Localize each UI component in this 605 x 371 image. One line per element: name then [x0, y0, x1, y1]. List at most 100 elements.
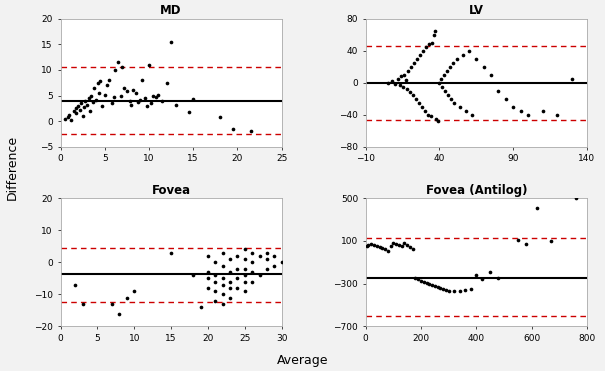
Point [513, 237, 523, 243]
Point [471, 56, 481, 62]
Point [450, 288, 459, 294]
Point [521, 241, 531, 247]
Point [104, 77, 114, 83]
Point [405, 244, 415, 250]
Point [401, 77, 410, 83]
Point [421, 44, 431, 50]
Point [79, 104, 89, 110]
Point [386, 243, 396, 249]
Point [414, 100, 424, 106]
Point [140, 95, 149, 101]
Point [240, 256, 250, 262]
Point [427, 282, 437, 288]
Point [157, 98, 167, 104]
Point [413, 56, 422, 62]
Point [430, 27, 440, 33]
Point [211, 298, 220, 304]
Point [455, 104, 465, 110]
Title: Fovea: Fovea [151, 184, 191, 197]
Point [269, 263, 279, 269]
Point [215, 114, 224, 120]
Point [107, 301, 117, 307]
Point [218, 301, 227, 307]
Point [405, 89, 415, 95]
Point [431, 116, 441, 122]
Point [71, 111, 80, 116]
Point [225, 295, 235, 301]
Point [436, 76, 446, 82]
Point [417, 104, 427, 110]
Point [523, 112, 533, 118]
Point [466, 286, 476, 292]
Point [240, 272, 250, 278]
Point [467, 112, 477, 118]
Point [437, 84, 447, 90]
Point [479, 64, 488, 70]
Point [433, 284, 442, 290]
Point [418, 47, 428, 53]
Point [427, 40, 437, 46]
Point [501, 96, 511, 102]
Point [247, 269, 257, 275]
Point [70, 282, 80, 288]
Point [122, 295, 132, 301]
Point [232, 266, 242, 272]
Point [408, 246, 417, 252]
Point [78, 301, 88, 307]
Point [228, 126, 238, 132]
Point [402, 242, 412, 248]
Point [471, 272, 481, 278]
Point [184, 109, 194, 115]
Point [433, 118, 443, 124]
Point [439, 72, 449, 78]
Point [60, 116, 70, 122]
Point [131, 90, 140, 96]
Point [94, 90, 103, 96]
Point [188, 96, 198, 102]
Point [71, 105, 81, 111]
Point [438, 286, 448, 292]
Point [63, 114, 73, 120]
Point [416, 278, 426, 283]
Point [93, 80, 102, 86]
Point [508, 104, 518, 110]
Point [76, 100, 86, 106]
Point [383, 247, 393, 253]
Point [218, 282, 227, 288]
Text: Average: Average [276, 354, 329, 367]
Point [277, 259, 287, 265]
Point [404, 68, 413, 73]
Point [100, 92, 110, 98]
Point [225, 256, 235, 262]
Point [464, 47, 474, 53]
Point [107, 100, 117, 106]
Point [111, 67, 120, 73]
Point [113, 59, 123, 65]
Point [393, 76, 403, 82]
Point [383, 80, 393, 86]
Point [567, 76, 577, 82]
Point [477, 276, 486, 282]
Point [67, 117, 76, 123]
Point [87, 93, 96, 99]
Point [128, 88, 138, 93]
Point [458, 52, 468, 58]
Point [247, 250, 257, 256]
Point [218, 275, 227, 281]
Point [453, 56, 462, 62]
Point [408, 92, 417, 98]
Point [426, 114, 436, 119]
Point [109, 93, 119, 99]
Point [142, 103, 152, 109]
Point [188, 272, 198, 278]
Point [494, 275, 503, 281]
Point [80, 98, 90, 104]
Point [262, 266, 272, 272]
Point [90, 85, 99, 91]
Point [419, 279, 428, 285]
Point [422, 280, 431, 286]
Point [240, 288, 250, 294]
Point [434, 80, 444, 86]
Point [367, 241, 376, 247]
Point [485, 269, 495, 275]
